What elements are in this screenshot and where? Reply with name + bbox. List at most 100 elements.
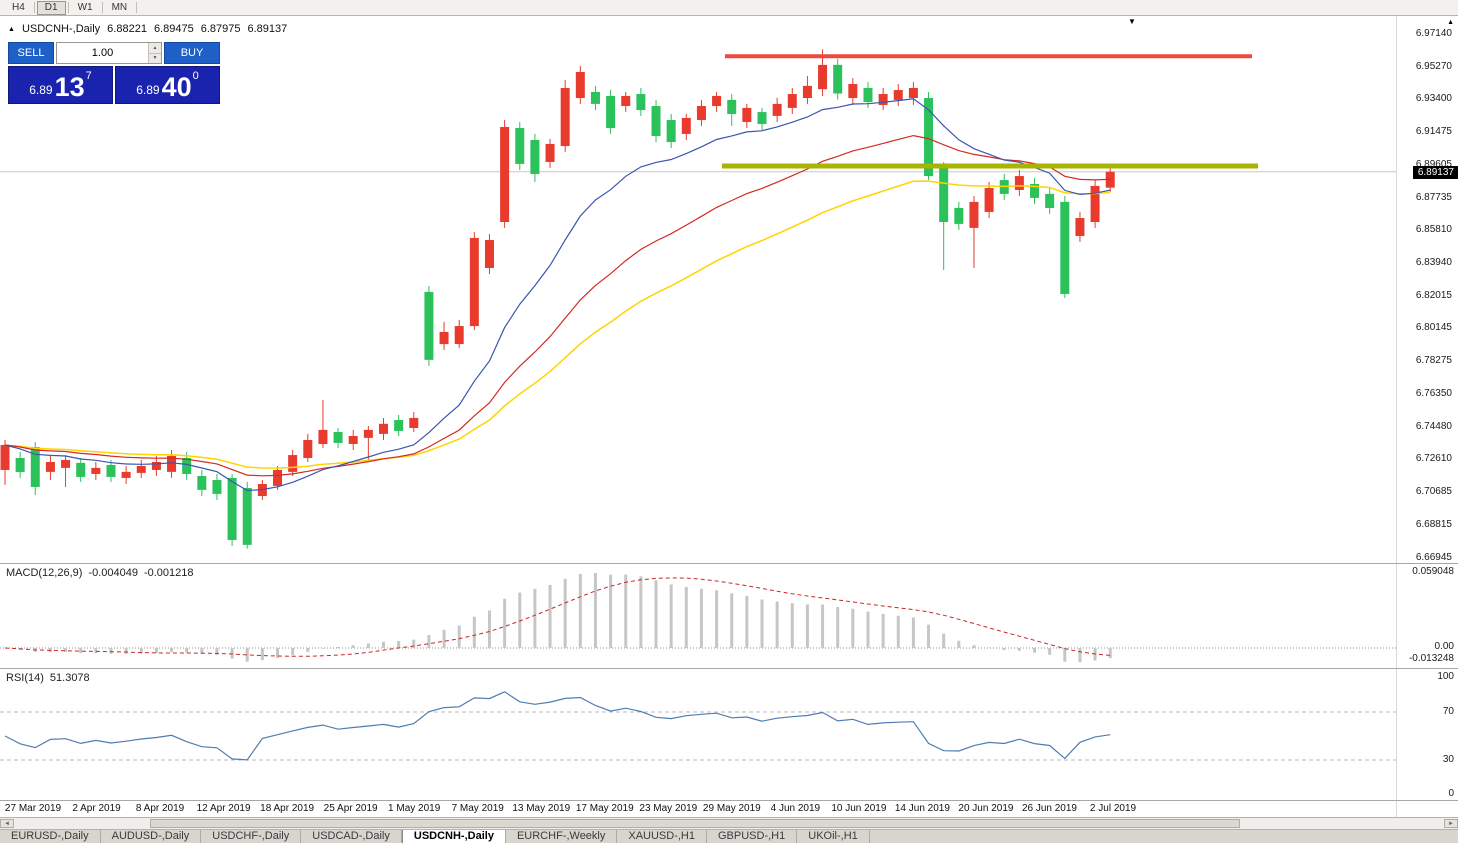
candle-body [954, 207, 964, 224]
price-scale-label: 6.68815 [1415, 518, 1452, 530]
candle-body [924, 98, 934, 177]
date-label: 20 Jun 2019 [958, 803, 1014, 814]
price-scale-border [1396, 16, 1397, 817]
macd-indicator-canvas[interactable] [0, 563, 1396, 668]
current-price-badge: 6.89137 [1412, 166, 1458, 179]
buy-price-main: 6.89 [136, 83, 160, 97]
tab-eurusd-daily[interactable]: EURUSD-,Daily [0, 830, 101, 843]
price-scale-label: 6.82015 [1415, 289, 1452, 301]
candle-body [681, 117, 691, 134]
scrollbar-left-arrow[interactable]: ◄ [0, 819, 14, 828]
price-scale-label: 6.72610 [1415, 453, 1452, 465]
tab-usdcad-daily[interactable]: USDCAD-,Daily [301, 830, 402, 843]
rsi-scale-30: 30 [1442, 754, 1454, 765]
horizontal-scrollbar[interactable]: ◄ ► [0, 817, 1458, 829]
panel-separator [0, 563, 1458, 564]
candle-body [182, 458, 192, 474]
price-scale-label: 6.83940 [1415, 257, 1452, 269]
candle-body [1075, 218, 1085, 237]
candle-body [91, 467, 101, 474]
moving-averages-layer [4, 98, 1111, 492]
candle-body [469, 237, 479, 327]
one-click-panel-toggle-icon[interactable]: ▲ [8, 25, 15, 33]
date-label: 1 May 2019 [388, 803, 441, 814]
horizontal-scrollbar-thumb[interactable] [150, 819, 1240, 828]
tab-xauusd-h1[interactable]: XAUUSD-,H1 [617, 830, 707, 843]
sell-price-display[interactable]: 6.89 13 7 [8, 66, 113, 104]
buy-price-display[interactable]: 6.89 40 0 [115, 66, 220, 104]
ma-line-13 [4, 98, 1111, 492]
price-scale-label: 6.70685 [1415, 486, 1452, 498]
macd-value: -0.004049 [88, 567, 138, 579]
date-label: 13 May 2019 [512, 803, 571, 814]
candle-body [757, 112, 767, 125]
tab-usdchf-daily[interactable]: USDCHF-,Daily [201, 830, 302, 843]
price-chart-canvas[interactable] [0, 16, 1396, 563]
candle-body [30, 447, 40, 487]
toolbar-separator [33, 2, 35, 13]
candle-body [303, 439, 313, 459]
candle-body [15, 458, 25, 473]
date-label: 2 Jul 2019 [1089, 803, 1137, 814]
candle-body [348, 435, 358, 444]
candle-body [227, 477, 237, 541]
chart-shift-marker-icon[interactable]: ▼ [1128, 17, 1136, 26]
date-label: 18 Apr 2019 [260, 803, 315, 814]
candle-body [727, 99, 737, 114]
price-scale[interactable]: ▲ 6.89137 0.059048 0.00 -0.013248 100 70… [1396, 0, 1458, 817]
candle-body [1045, 193, 1055, 208]
rsi-indicator-canvas[interactable] [0, 668, 1396, 800]
buy-price-sup: 0 [192, 70, 199, 82]
tab-usdcnh-daily[interactable]: USDCNH-,Daily [401, 830, 506, 843]
trade-panel-prices-row: 6.89 13 7 6.89 40 0 [8, 66, 220, 104]
ma-line-40 [4, 180, 1111, 469]
candle-body [136, 465, 146, 473]
price-scale-label: 6.91475 [1415, 126, 1452, 138]
candle-body [606, 95, 616, 129]
price-scale-label: 6.97140 [1415, 28, 1452, 39]
macd-histogram-layer [18, 573, 1112, 663]
date-axis[interactable]: 27 Mar 2019 2 Apr 2019 8 Apr 2019 12 Apr 20… [0, 800, 1396, 817]
trade-panel-controls-row: SELL ▲ ▼ BUY [8, 42, 220, 64]
rsi-scale-0: 0 [1448, 788, 1454, 799]
sell-price-main: 6.89 [29, 83, 53, 97]
timeframe-button-h4[interactable]: H4 [12, 1, 25, 13]
volume-spinner-up[interactable]: ▲ [149, 43, 161, 54]
tab-ukoil-h1[interactable]: UKOil-,H1 [797, 830, 870, 843]
scrollbar-right-arrow[interactable]: ► [1444, 819, 1458, 828]
chart-high-value: 6.89475 [153, 23, 194, 35]
sell-button[interactable]: SELL [8, 42, 54, 64]
candle-body [590, 91, 600, 104]
date-label: 26 Jun 2019 [1021, 803, 1077, 814]
timeframe-button-d1[interactable]: D1 [36, 0, 66, 15]
candle-body [833, 64, 843, 94]
date-label: 14 Jun 2019 [894, 803, 950, 814]
candle-body [893, 90, 903, 100]
date-label: 7 May 2019 [451, 803, 504, 814]
candle-body [439, 331, 449, 345]
candle-body [151, 461, 161, 470]
candle-body [636, 94, 646, 110]
date-label: 27 Mar 2019 [4, 803, 62, 814]
rsi-name-label: RSI(14) [6, 672, 44, 684]
candle-body [742, 107, 752, 122]
macd-name-label: MACD(12,26,9) [6, 567, 83, 579]
candle-body [848, 83, 858, 99]
volume-input[interactable] [57, 43, 148, 63]
buy-button[interactable]: BUY [164, 42, 220, 64]
candle-body [273, 469, 283, 486]
tab-gbpusd-h1[interactable]: GBPUSD-,H1 [707, 830, 798, 843]
date-label: 29 May 2019 [702, 803, 761, 814]
date-label: 23 May 2019 [639, 803, 698, 814]
rsi-scale-70: 70 [1442, 706, 1454, 717]
macd-signal-value: -0.001218 [143, 567, 194, 579]
tab-eurchf-weekly[interactable]: EURCHF-,Weekly [506, 830, 618, 843]
timeframe-button-w1[interactable]: W1 [77, 1, 93, 13]
chart-tab-bar: EURUSD-,Daily AUDUSD-,Daily USDCHF-,Dail… [0, 829, 1458, 843]
candle-body [878, 94, 888, 105]
candle-body [545, 143, 555, 163]
timeframe-button-mn[interactable]: MN [111, 1, 128, 13]
volume-spinner-down[interactable]: ▼ [149, 53, 161, 63]
candle-body [802, 85, 812, 99]
tab-audusd-daily[interactable]: AUDUSD-,Daily [101, 830, 202, 843]
